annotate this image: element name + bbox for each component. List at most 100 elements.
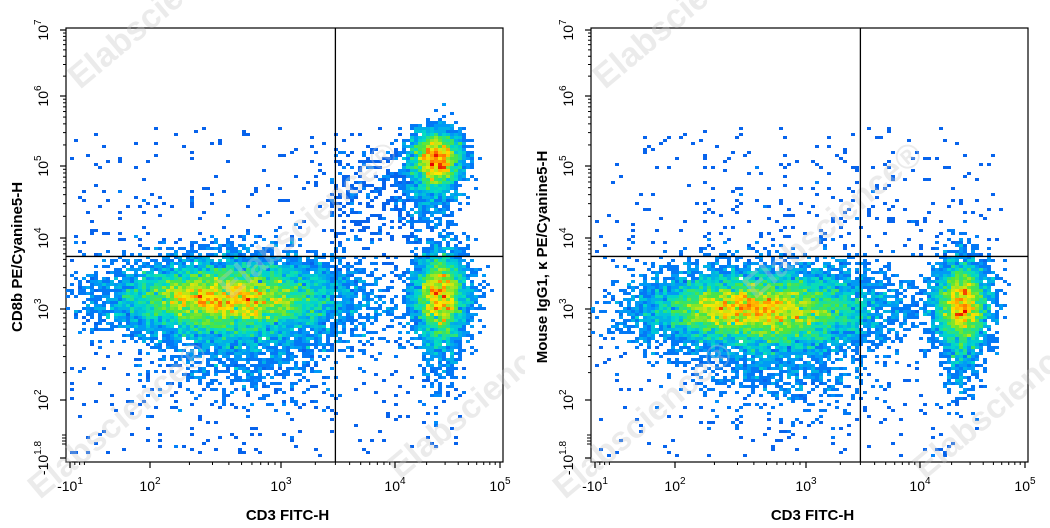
- density-cell: [158, 322, 162, 325]
- density-cell: [390, 319, 394, 322]
- density-cell: [426, 286, 430, 289]
- density-cell: [130, 283, 134, 286]
- density-cell: [162, 289, 166, 292]
- density-cell: [130, 337, 134, 340]
- density-cell: [350, 331, 354, 334]
- density-cell: [326, 343, 330, 346]
- density-cell: [186, 253, 190, 256]
- density-cell: [975, 265, 979, 268]
- density-cell: [931, 274, 935, 277]
- density-cell: [394, 265, 398, 268]
- density-cell: [871, 271, 875, 274]
- y-tick-label: 107: [33, 19, 51, 41]
- density-cell: [254, 307, 258, 310]
- density-cell: [971, 247, 975, 250]
- density-cell: [350, 292, 354, 295]
- density-cell: [442, 166, 446, 169]
- density-cell: [414, 247, 418, 250]
- density-cell: [214, 253, 218, 256]
- density-cell: [759, 274, 763, 277]
- density-cell: [711, 274, 715, 277]
- density-cell: [226, 346, 230, 349]
- density-cell: [374, 262, 378, 265]
- density-cell: [482, 295, 486, 298]
- density-cell: [394, 340, 398, 343]
- density-cell: [410, 307, 414, 310]
- density-cell: [338, 331, 342, 334]
- density-cell: [226, 295, 230, 298]
- density-cell: [302, 298, 306, 301]
- density-cell: [146, 301, 150, 304]
- density-cell: [270, 358, 274, 361]
- density-cell: [458, 172, 462, 175]
- density-cell: [422, 322, 426, 325]
- density-cell: [374, 280, 378, 283]
- density-cell: [338, 259, 342, 262]
- density-cell: [458, 142, 462, 145]
- density-cell: [779, 277, 783, 280]
- density-cell: [234, 340, 238, 343]
- density-cell: [398, 217, 402, 220]
- density-cell: [683, 262, 687, 265]
- density-cell: [358, 286, 362, 289]
- density-cell: [398, 415, 402, 418]
- density-cell: [462, 274, 466, 277]
- density-cell: [406, 211, 410, 214]
- density-cell: [414, 292, 418, 295]
- density-cell: [747, 172, 751, 175]
- density-cell: [438, 223, 442, 226]
- density-cell: [358, 301, 362, 304]
- density-cell: [122, 448, 126, 451]
- density-cell: [182, 286, 186, 289]
- density-cell: [226, 298, 230, 301]
- density-cell: [318, 289, 322, 292]
- density-cell: [458, 352, 462, 355]
- density-cell: [374, 277, 378, 280]
- density-cell: [446, 337, 450, 340]
- density-cell: [731, 265, 735, 268]
- density-cell: [466, 274, 470, 277]
- density-cell: [266, 373, 270, 376]
- density-cell: [202, 367, 206, 370]
- density-cell: [174, 295, 178, 298]
- density-cell: [150, 193, 154, 196]
- density-cell: [162, 268, 166, 271]
- density-cell: [358, 211, 362, 214]
- density-cell: [246, 292, 250, 295]
- density-cell: [350, 349, 354, 352]
- density-cell: [318, 268, 322, 271]
- density-cell: [446, 358, 450, 361]
- density-cell: [723, 226, 727, 229]
- density-cell: [78, 280, 82, 283]
- density-cell: [430, 205, 434, 208]
- density-cell: [398, 199, 402, 202]
- density-cell: [354, 325, 358, 328]
- density-cell: [326, 307, 330, 310]
- density-cell: [450, 274, 454, 277]
- density-cell: [346, 304, 350, 307]
- density-cell: [434, 319, 438, 322]
- density-cell: [170, 319, 174, 322]
- density-cell: [939, 274, 943, 277]
- density-cell: [454, 298, 458, 301]
- density-cell: [198, 259, 202, 262]
- density-cell: [406, 166, 410, 169]
- density-cell: [246, 340, 250, 343]
- density-cell: [198, 370, 202, 373]
- density-cell: [438, 199, 442, 202]
- density-cell: [963, 271, 967, 274]
- density-cell: [410, 232, 414, 235]
- density-cell: [170, 265, 174, 268]
- density-cell: [871, 166, 875, 169]
- density-cell: [723, 256, 727, 259]
- density-cell: [106, 280, 110, 283]
- density-cell: [462, 304, 466, 307]
- density-cell: [438, 202, 442, 205]
- density-cell: [426, 289, 430, 292]
- density-cell: [959, 274, 963, 277]
- density-cell: [667, 136, 671, 139]
- density-cell: [442, 289, 446, 292]
- density-cell: [182, 283, 186, 286]
- density-cell: [198, 295, 202, 298]
- density-cell: [78, 331, 82, 334]
